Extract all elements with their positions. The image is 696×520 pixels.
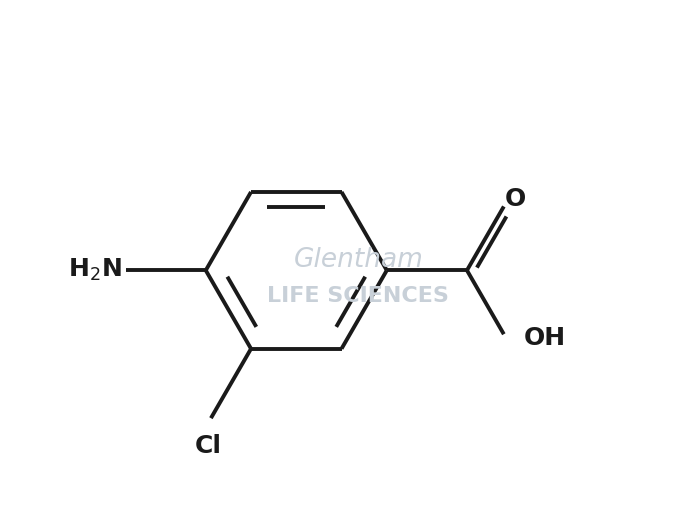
Text: Cl: Cl (195, 434, 222, 458)
Text: H$_2$N: H$_2$N (68, 257, 122, 283)
Text: O: O (505, 187, 526, 211)
Text: LIFE SCIENCES: LIFE SCIENCES (267, 286, 450, 306)
Text: OH: OH (523, 327, 566, 350)
Text: Glentham: Glentham (294, 247, 423, 273)
